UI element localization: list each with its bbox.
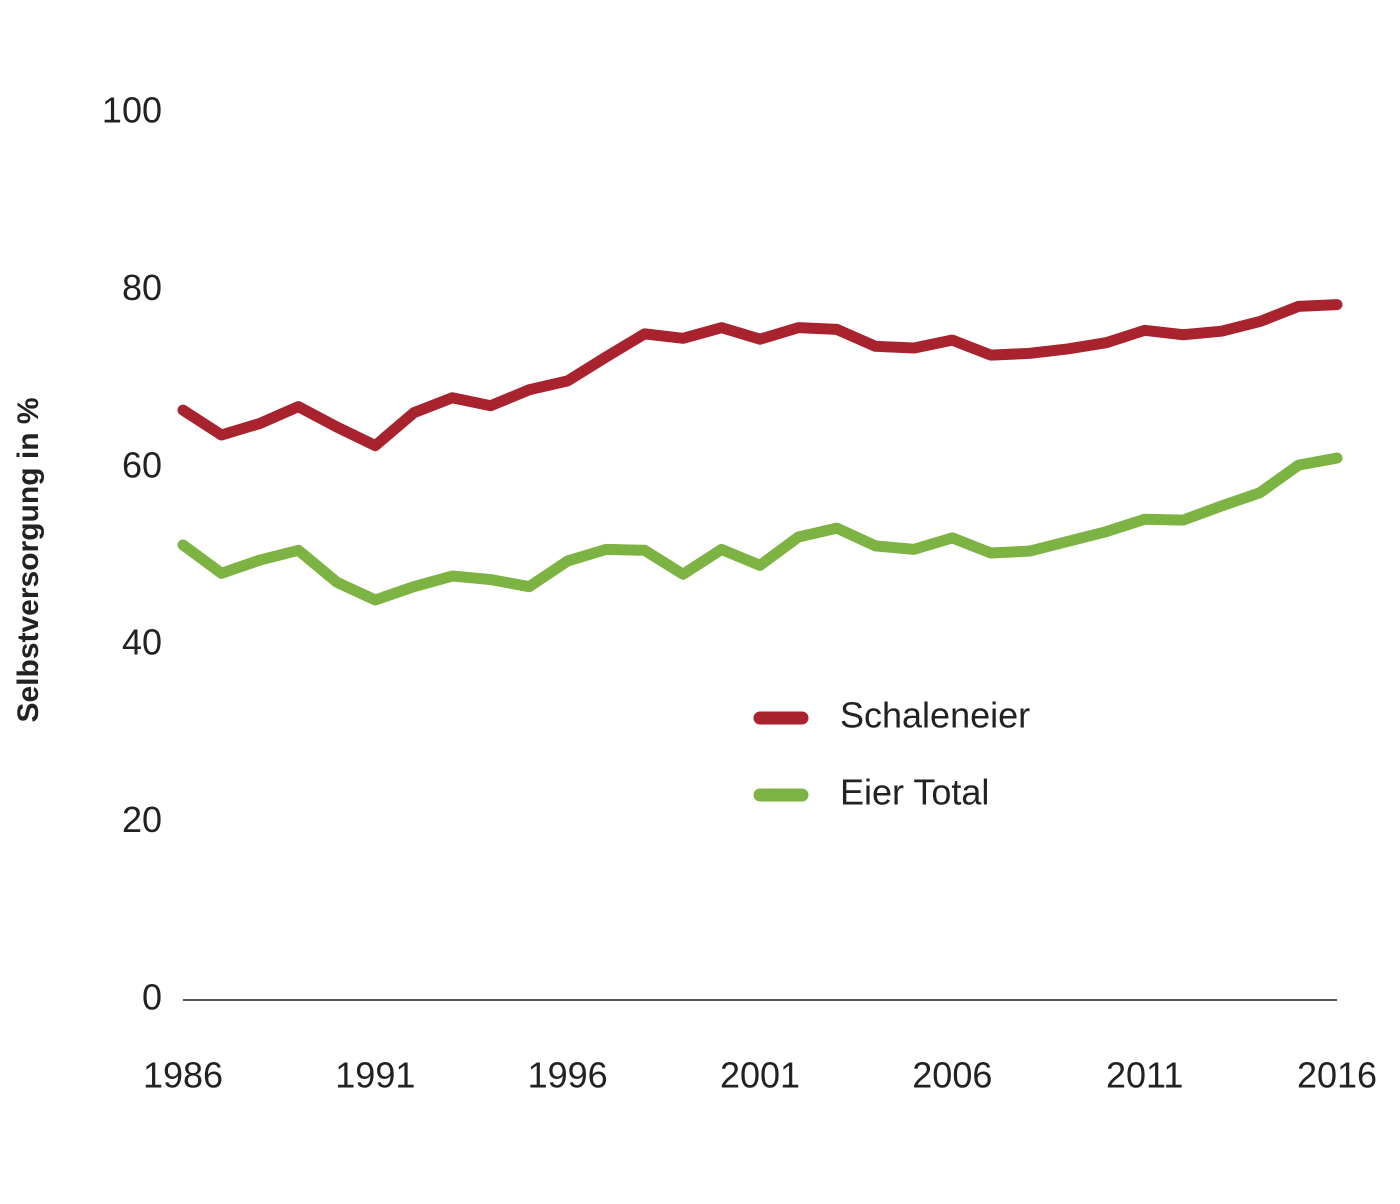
x-tick-label: 1996	[528, 1055, 608, 1096]
x-tick-label: 2016	[1297, 1055, 1377, 1096]
y-tick-label: 100	[102, 90, 162, 131]
series-line	[177, 452, 1343, 606]
y-tick-label: 40	[122, 622, 162, 663]
x-tick-label: 1986	[143, 1055, 223, 1096]
y-axis-label: Selbstversorgung in %	[12, 397, 45, 722]
y-tick-label: 0	[142, 977, 162, 1018]
y-tick-label: 60	[122, 444, 162, 485]
x-tick-label: 2011	[1106, 1055, 1183, 1096]
y-tick-label: 80	[122, 267, 162, 308]
series-line	[177, 299, 1343, 452]
x-tick-label: 1991	[335, 1055, 415, 1096]
legend-label: Schaleneier	[840, 695, 1030, 736]
legend-label: Eier Total	[840, 772, 989, 813]
x-tick-label: 2001	[720, 1055, 800, 1096]
y-tick-label: 20	[122, 799, 162, 840]
x-tick-label: 2006	[912, 1055, 992, 1096]
